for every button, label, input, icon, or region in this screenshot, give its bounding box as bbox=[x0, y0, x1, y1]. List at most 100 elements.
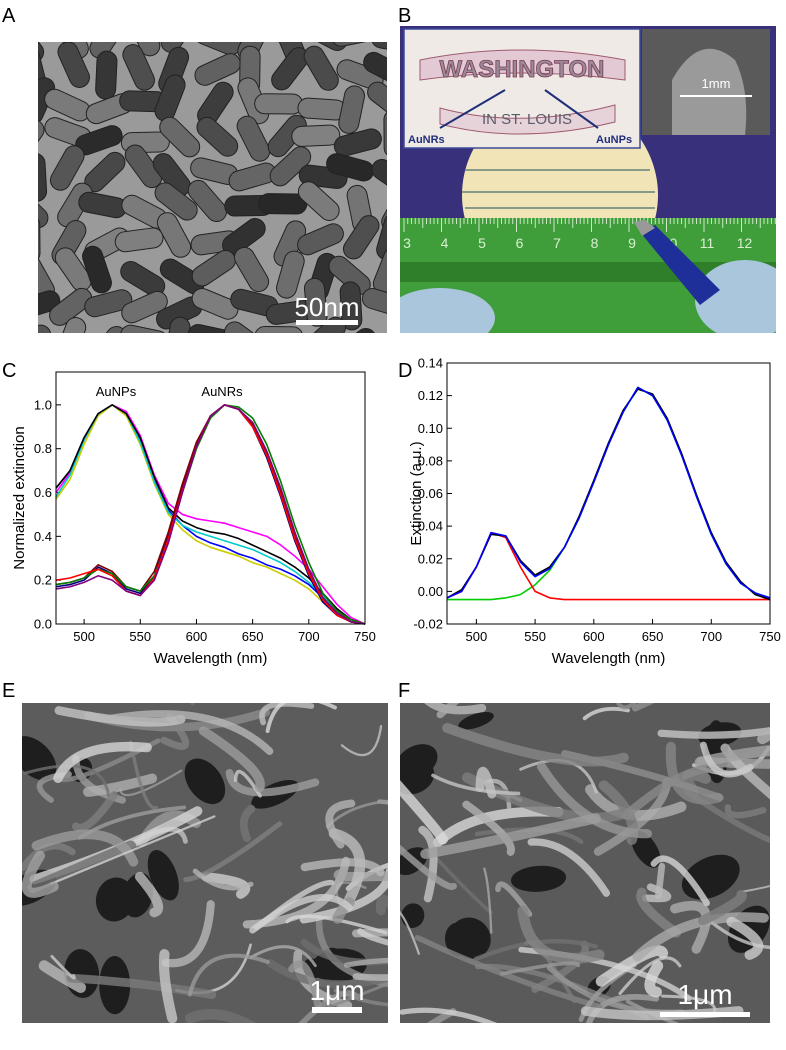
fiber bbox=[31, 829, 139, 867]
rod bbox=[154, 182, 198, 221]
banner bbox=[419, 49, 626, 81]
x-tick-label: 550 bbox=[524, 629, 546, 644]
scale-bar bbox=[312, 1007, 362, 1013]
fiber bbox=[300, 858, 385, 877]
y-tick-label: 0.00 bbox=[418, 584, 443, 599]
banner bbox=[439, 104, 616, 135]
fiber bbox=[343, 957, 388, 968]
fiber bbox=[661, 994, 717, 1016]
fiber bbox=[586, 993, 660, 1023]
series-line bbox=[446, 386, 771, 599]
x-tick-label: 750 bbox=[759, 629, 781, 644]
rod bbox=[84, 289, 133, 318]
rod bbox=[187, 179, 228, 223]
ruler-number: 9 bbox=[628, 235, 636, 251]
rod bbox=[236, 115, 271, 162]
fiber bbox=[249, 894, 353, 934]
x-tick-label: 500 bbox=[466, 629, 488, 644]
rod bbox=[120, 324, 169, 333]
rod bbox=[55, 317, 87, 333]
rod bbox=[339, 281, 363, 331]
fiber bbox=[53, 741, 152, 783]
rod bbox=[191, 249, 236, 287]
y-tick-label: 0.08 bbox=[418, 453, 443, 468]
fiber bbox=[696, 756, 770, 769]
fiber bbox=[300, 938, 388, 966]
fiber bbox=[249, 945, 317, 968]
rod bbox=[371, 158, 387, 196]
sem-fibers bbox=[400, 703, 770, 1023]
fiber bbox=[724, 804, 767, 819]
ruler-number: 6 bbox=[516, 235, 524, 251]
fiber bbox=[655, 862, 666, 899]
y-tick-label: 0.02 bbox=[418, 551, 443, 566]
fiber bbox=[426, 1008, 457, 1023]
fiber bbox=[333, 868, 388, 882]
fiber bbox=[184, 1008, 256, 1023]
fiber bbox=[475, 766, 497, 799]
pore bbox=[147, 850, 179, 901]
x-axis-title: Wavelength (nm) bbox=[552, 650, 666, 667]
rod bbox=[254, 93, 304, 115]
panel-label: A bbox=[2, 5, 16, 27]
rod bbox=[254, 326, 304, 333]
fiber bbox=[161, 900, 215, 968]
pore bbox=[184, 758, 226, 805]
panel-label: E bbox=[2, 680, 15, 702]
series-line bbox=[55, 404, 366, 625]
inset-text: IN ST. LOUIS bbox=[482, 111, 572, 128]
fiber bbox=[259, 703, 315, 726]
plot-frame bbox=[55, 371, 366, 625]
y-tick-label: 0.0 bbox=[34, 617, 52, 632]
pore bbox=[449, 917, 491, 959]
fiber bbox=[340, 724, 383, 757]
y-tick-label: 0.2 bbox=[34, 573, 52, 588]
x-axis-title: Wavelength (nm) bbox=[154, 650, 268, 667]
fiber bbox=[54, 706, 186, 727]
rod bbox=[383, 109, 387, 159]
pore bbox=[510, 865, 567, 892]
fiber bbox=[198, 726, 265, 793]
rod bbox=[38, 187, 49, 229]
plot-frame bbox=[446, 362, 771, 625]
fiber bbox=[158, 949, 178, 1023]
fiber bbox=[325, 799, 388, 829]
fiber bbox=[400, 780, 448, 845]
rod bbox=[82, 245, 112, 294]
fiber bbox=[201, 872, 251, 899]
fiber bbox=[285, 914, 388, 935]
rod bbox=[114, 227, 164, 253]
rod bbox=[332, 328, 377, 333]
rod bbox=[38, 152, 48, 202]
rod bbox=[152, 153, 191, 197]
rod bbox=[224, 321, 268, 333]
x-tick-label: 700 bbox=[700, 629, 722, 644]
fiber bbox=[72, 791, 118, 832]
annotation: AuNPs bbox=[96, 384, 137, 399]
glove bbox=[695, 260, 776, 333]
fiber bbox=[22, 850, 59, 898]
fiber bbox=[650, 855, 710, 907]
y-tick-label: -0.02 bbox=[413, 617, 443, 632]
charts: C 0.0 0.2 0.4 0.6 0.8 1.0 500 550 600 650 700 750 Wav… bbox=[2, 356, 781, 668]
fiber bbox=[431, 773, 521, 796]
y-axis-title: Extinction (a.u.) bbox=[408, 441, 425, 545]
rod bbox=[367, 81, 387, 120]
fiber bbox=[632, 912, 769, 962]
photo: 3456789101112 WASHINGTON IN ST. LOUIS Au… bbox=[400, 26, 776, 333]
arrow-label: AuNRs bbox=[408, 134, 445, 146]
rod bbox=[156, 212, 192, 258]
arrow bbox=[544, 89, 599, 129]
rod bbox=[291, 124, 341, 147]
rod bbox=[121, 290, 168, 324]
fiber bbox=[192, 868, 254, 891]
rod bbox=[297, 181, 340, 221]
fiber bbox=[665, 741, 723, 805]
ruler-ticks: 3456789101112 bbox=[403, 218, 776, 251]
rod bbox=[122, 44, 155, 91]
rod bbox=[38, 324, 52, 333]
scale-bar bbox=[296, 320, 358, 325]
fiber bbox=[105, 710, 274, 755]
scale-bar-label: 50nm bbox=[294, 292, 359, 322]
annotation: AuNRs bbox=[201, 384, 243, 399]
